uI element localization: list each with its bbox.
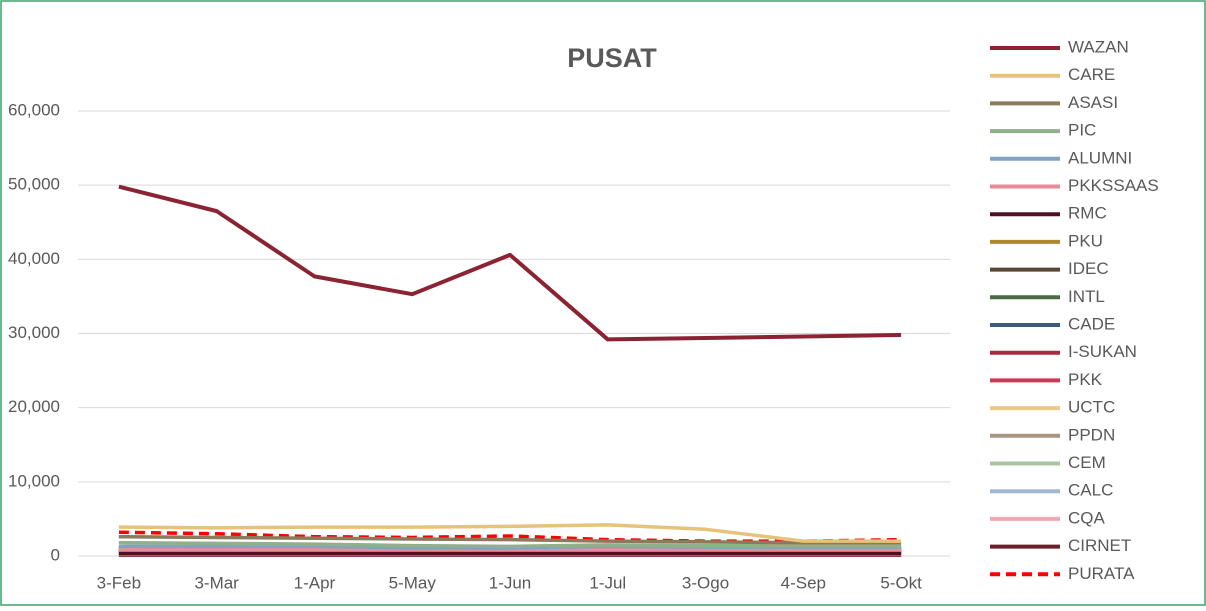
x-tick-label: 5-May [389, 573, 437, 592]
y-tick-label: 10,000 [8, 471, 60, 490]
legend-label: CALC [1068, 481, 1113, 500]
legend-label: CEM [1068, 453, 1106, 472]
y-tick-label: 20,000 [8, 397, 60, 416]
legend-label: CARE [1068, 65, 1115, 84]
series-line [118, 534, 902, 545]
legend-label: INTL [1068, 287, 1105, 306]
x-tick-label: 1-Apr [294, 573, 336, 592]
legend-label: IDEC [1068, 259, 1109, 278]
x-tick-label: 1-Jun [489, 573, 532, 592]
legend-label: UCTC [1068, 398, 1115, 417]
series-line [118, 184, 902, 342]
legend-label: PKU [1068, 231, 1103, 250]
series-line [118, 523, 902, 543]
legend-label: I-SUKAN [1068, 342, 1137, 361]
legend-label: PKKSSAAS [1068, 176, 1159, 195]
series-line [118, 530, 902, 543]
y-tick-label: 0 [51, 545, 60, 564]
legend-label: PKK [1068, 370, 1103, 389]
legend-label: CADE [1068, 314, 1115, 333]
legend-label: CIRNET [1068, 536, 1131, 555]
legend-label: PIC [1068, 121, 1096, 140]
y-tick-label: 50,000 [8, 175, 60, 194]
legend-label: WAZAN [1068, 37, 1129, 56]
y-tick-label: 40,000 [8, 249, 60, 268]
legend-label: CQA [1068, 508, 1106, 527]
series-line [118, 540, 902, 549]
x-tick-label: 3-Feb [97, 573, 141, 592]
x-tick-label: 1-Jul [589, 573, 626, 592]
x-tick-label: 5-Okt [880, 573, 922, 592]
chart-title: PUSAT [567, 43, 657, 73]
x-tick-label: 4-Sep [781, 573, 826, 592]
y-tick-label: 60,000 [8, 100, 60, 119]
x-tick-label: 3-Ogo [682, 573, 729, 592]
y-tick-label: 30,000 [8, 323, 60, 342]
x-tick-label: 3-Mar [194, 573, 239, 592]
legend-label: ALUMNI [1068, 148, 1132, 167]
legend-label: RMC [1068, 204, 1107, 223]
legend-label: PPDN [1068, 425, 1115, 444]
legend-label: ASASI [1068, 93, 1118, 112]
legend-label: PURATA [1068, 564, 1135, 583]
